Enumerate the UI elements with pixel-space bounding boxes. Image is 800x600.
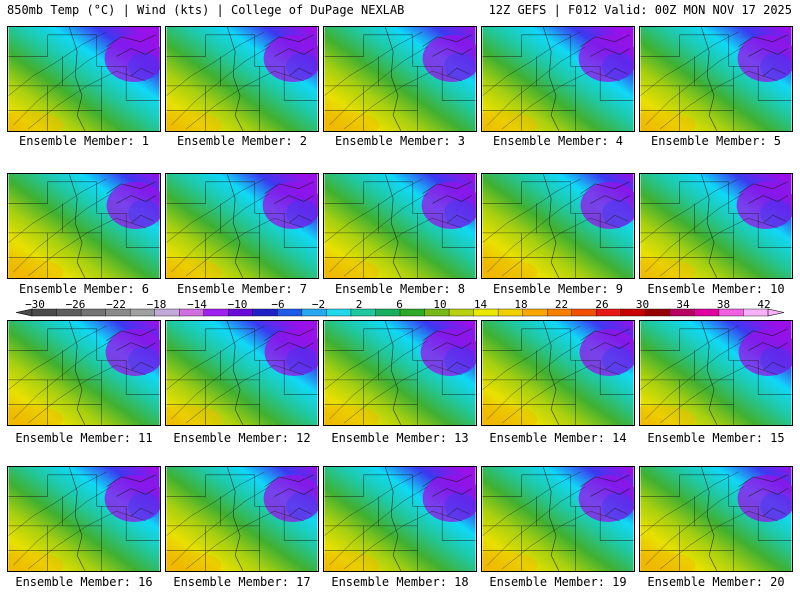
panel-label: Ensemble Member: 14 bbox=[489, 431, 627, 445]
ensemble-map-panel[interactable] bbox=[481, 26, 635, 132]
panel-label: Ensemble Member: 9 bbox=[492, 282, 624, 296]
panel-label: Ensemble Member: 5 bbox=[650, 134, 782, 148]
colorbar-tick-label: −30 bbox=[25, 298, 45, 311]
colorbar-tick-label: −14 bbox=[187, 298, 207, 311]
ensemble-map-panel[interactable] bbox=[323, 26, 477, 132]
colorbar-tick-label: 10 bbox=[433, 298, 447, 311]
colorbar-tick-label: 18 bbox=[514, 298, 528, 311]
colorbar-tick-label: 38 bbox=[716, 298, 731, 311]
colorbar-tick-label: −6 bbox=[271, 298, 285, 311]
panel-label: Ensemble Member: 8 bbox=[334, 282, 466, 296]
panel-label: Ensemble Member: 13 bbox=[331, 431, 469, 445]
colorbar-right-arrow bbox=[767, 308, 785, 317]
colorbar-swatch bbox=[694, 308, 720, 317]
colorbar-swatch bbox=[350, 308, 376, 317]
panel-label: Ensemble Member: 18 bbox=[331, 575, 469, 589]
map-title: 850mb Temp (°C) | Wind (kts) | College o… bbox=[7, 3, 405, 17]
ensemble-map-panel[interactable] bbox=[7, 173, 161, 279]
panel-label: Ensemble Member: 12 bbox=[173, 431, 311, 445]
colorbar-swatch bbox=[571, 308, 597, 317]
panel-label: Ensemble Member: 16 bbox=[15, 575, 153, 589]
panel-label: Ensemble Member: 4 bbox=[492, 134, 624, 148]
colorbar-tick-label: 14 bbox=[473, 298, 488, 311]
panel-label: Ensemble Member: 6 bbox=[18, 282, 150, 296]
colorbar-tick-label: −18 bbox=[146, 298, 167, 311]
colorbar-swatch bbox=[448, 308, 475, 317]
panel-label: Ensemble Member: 19 bbox=[489, 575, 627, 589]
ensemble-map-panel[interactable] bbox=[639, 173, 793, 279]
ensemble-map-panel[interactable] bbox=[323, 466, 477, 572]
panel-label: Ensemble Member: 3 bbox=[334, 134, 466, 148]
ensemble-map-panel[interactable] bbox=[165, 26, 319, 132]
ensemble-map-panel[interactable] bbox=[323, 320, 477, 426]
ensemble-map-panel[interactable] bbox=[639, 466, 793, 572]
ensemble-map-panel[interactable] bbox=[639, 26, 793, 132]
colorbar-tick-label: 22 bbox=[554, 298, 569, 311]
colorbar-swatch bbox=[203, 308, 229, 317]
ensemble-map-panel[interactable] bbox=[481, 466, 635, 572]
panel-label: Ensemble Member: 1 bbox=[18, 134, 150, 148]
colorbar-tick-label: 26 bbox=[595, 298, 609, 311]
panel-label: Ensemble Member: 10 bbox=[647, 282, 785, 296]
colorbar-tick-label: −10 bbox=[227, 298, 248, 311]
panel-label: Ensemble Member: 15 bbox=[647, 431, 785, 445]
ensemble-map-panel[interactable] bbox=[7, 26, 161, 132]
colorbar-tick-label: −22 bbox=[106, 298, 126, 311]
colorbar-tick-label: 6 bbox=[396, 298, 403, 311]
ensemble-map-panel[interactable] bbox=[165, 466, 319, 572]
ensemble-map-panel[interactable] bbox=[481, 320, 635, 426]
panel-label: Ensemble Member: 11 bbox=[15, 431, 153, 445]
colorbar-tick-label: −2 bbox=[311, 298, 326, 311]
ensemble-map-panel[interactable] bbox=[165, 320, 319, 426]
colorbar-tick-label: 34 bbox=[676, 298, 690, 311]
colorbar-swatch bbox=[399, 308, 426, 317]
ensemble-map-panel[interactable] bbox=[639, 320, 793, 426]
panel-label: Ensemble Member: 17 bbox=[173, 575, 311, 589]
colorbar-tick-label: −26 bbox=[65, 298, 86, 311]
panel-label: Ensemble Member: 7 bbox=[176, 282, 308, 296]
colorbar-tick-label: 2 bbox=[355, 298, 363, 311]
ensemble-map-panel[interactable] bbox=[7, 466, 161, 572]
ensemble-map-panel[interactable] bbox=[481, 173, 635, 279]
colorbar-tick-label: 42 bbox=[757, 298, 771, 311]
panel-label: Ensemble Member: 20 bbox=[647, 575, 785, 589]
run-info: 12Z GEFS | F012 Valid: 00Z MON NOV 17 20… bbox=[488, 3, 792, 17]
colorbar-swatch bbox=[326, 308, 352, 317]
temperature-colorbar bbox=[15, 308, 785, 317]
colorbar-tick-label: 30 bbox=[635, 298, 650, 311]
ensemble-map-panel[interactable] bbox=[7, 320, 161, 426]
ensemble-map-panel[interactable] bbox=[323, 173, 477, 279]
panel-label: Ensemble Member: 2 bbox=[176, 134, 308, 148]
ensemble-map-panel[interactable] bbox=[165, 173, 319, 279]
